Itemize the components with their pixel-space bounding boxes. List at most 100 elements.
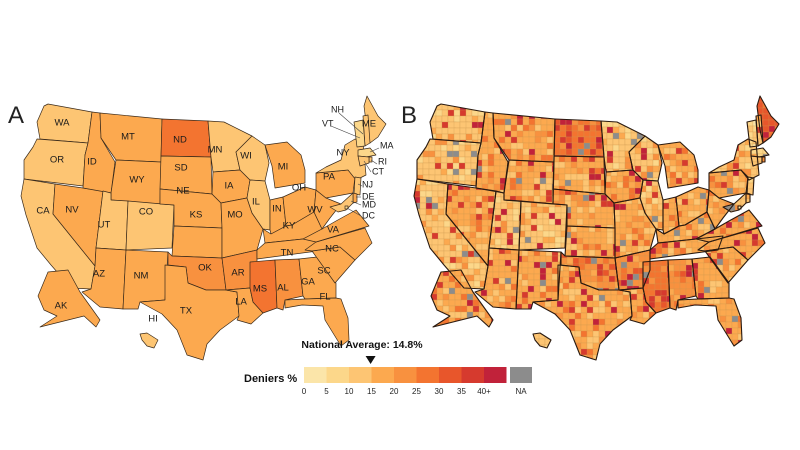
county-cell xyxy=(551,279,559,287)
leader-line-nj xyxy=(357,183,363,187)
county-cell xyxy=(588,249,596,257)
county-cell xyxy=(689,339,697,346)
county-cell xyxy=(660,271,668,279)
state-label-ga: GA xyxy=(301,277,315,288)
county-cell xyxy=(454,293,462,301)
county-cell xyxy=(582,243,590,251)
county-cell xyxy=(504,265,512,273)
county-cell xyxy=(437,208,445,216)
state-label-ia: IA xyxy=(225,181,235,192)
county-cell xyxy=(466,305,474,313)
state-label-al: AL xyxy=(277,283,289,294)
state-label-co: CO xyxy=(139,207,153,218)
county-cell xyxy=(687,198,695,206)
county-cell xyxy=(437,226,445,234)
county-cell xyxy=(481,135,489,143)
county-cell xyxy=(571,148,579,156)
county-cell xyxy=(538,312,546,320)
county-cell xyxy=(481,153,489,161)
county-cell xyxy=(616,181,624,189)
county-cell xyxy=(568,348,578,356)
county-cell xyxy=(473,268,481,276)
county-cell xyxy=(645,203,653,211)
county-cell xyxy=(465,127,473,135)
county-cell xyxy=(458,150,466,158)
county-cell xyxy=(414,250,421,258)
county-cell xyxy=(558,156,566,163)
county-cell xyxy=(509,183,517,191)
county-cell xyxy=(625,245,633,253)
county-cell xyxy=(755,210,762,217)
county-cell xyxy=(590,257,598,265)
county-cell xyxy=(545,291,553,299)
state-co xyxy=(125,200,175,251)
county-cell xyxy=(448,305,456,313)
county-cell xyxy=(737,298,742,305)
state-hi xyxy=(139,332,159,349)
state-label-oh: OH xyxy=(292,183,306,194)
state-polygons xyxy=(20,95,387,361)
county-cell xyxy=(610,300,618,308)
county-cell xyxy=(527,255,535,263)
county-cell xyxy=(481,141,489,149)
county-cell xyxy=(660,283,668,291)
county-cell xyxy=(588,179,596,187)
county-cell xyxy=(572,257,580,265)
panel-letter-b: B xyxy=(401,102,417,129)
state-label-me: ME xyxy=(362,119,376,130)
county-cell xyxy=(528,113,536,120)
county-cell xyxy=(419,262,429,270)
county-cell xyxy=(583,148,591,156)
county-cell xyxy=(574,324,582,332)
county-cell xyxy=(701,309,709,317)
county-cell xyxy=(570,173,578,181)
county-cell xyxy=(492,253,500,261)
county-cell xyxy=(705,192,709,200)
county-cell xyxy=(442,281,450,289)
county-cell xyxy=(737,215,745,223)
state-label-az: AZ xyxy=(93,269,105,280)
county-cell xyxy=(654,271,662,279)
county-cell xyxy=(668,202,676,210)
county-cell xyxy=(636,121,645,128)
county-cell xyxy=(619,239,627,247)
county-cell xyxy=(562,348,572,356)
county-cell xyxy=(640,141,648,149)
county-cell xyxy=(494,238,502,246)
county-cell xyxy=(475,237,483,245)
county-cell xyxy=(471,121,479,129)
county-cell xyxy=(453,121,461,129)
county-cell xyxy=(545,255,553,263)
county-cell xyxy=(600,255,608,258)
county-cell xyxy=(606,243,614,251)
county-cell xyxy=(725,309,733,317)
county-cell xyxy=(630,293,638,301)
county-cell xyxy=(534,148,542,156)
county-cell xyxy=(431,262,439,270)
county-cell xyxy=(616,354,624,360)
county-cell xyxy=(687,177,695,185)
county-cell xyxy=(516,118,524,126)
state-boundary-tn xyxy=(649,235,724,260)
county-cell xyxy=(481,207,489,215)
county-cell xyxy=(419,208,427,216)
county-cell xyxy=(651,203,659,211)
county-cell xyxy=(516,253,519,261)
county-cell xyxy=(701,315,709,323)
county-cell xyxy=(604,348,614,356)
county-cell xyxy=(518,208,521,216)
county-cell xyxy=(589,130,597,138)
county-cell xyxy=(625,239,633,247)
county-cell xyxy=(419,250,427,258)
leader-line-ct xyxy=(363,160,372,173)
state-label-ny: NY xyxy=(336,148,350,159)
county-cell xyxy=(536,242,544,250)
county-cell xyxy=(509,165,517,173)
county-cell xyxy=(626,255,634,263)
county-cell xyxy=(504,301,512,309)
county-cell xyxy=(539,273,547,281)
county-cell xyxy=(550,354,558,360)
county-cell xyxy=(475,201,483,209)
county-cell xyxy=(583,130,591,138)
county-cell xyxy=(616,175,624,183)
